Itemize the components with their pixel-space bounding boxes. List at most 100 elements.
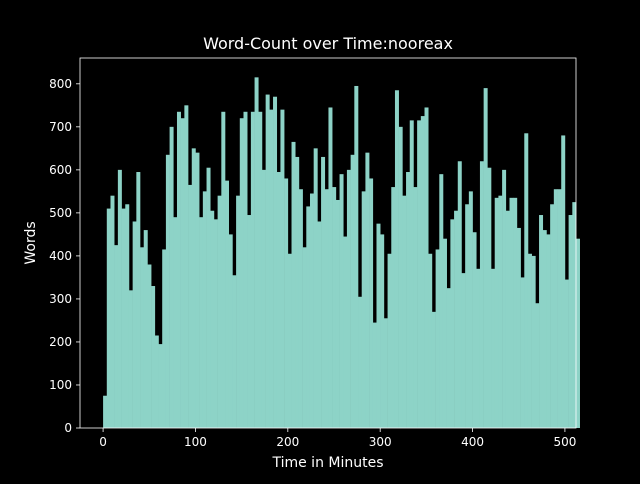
y-tick-label: 300 (49, 292, 72, 306)
bar (409, 120, 414, 428)
bar (365, 152, 370, 428)
bar (199, 217, 204, 428)
bar (213, 219, 218, 428)
y-axis-label: Words (23, 221, 39, 264)
bar (106, 208, 111, 428)
bar (568, 215, 573, 428)
bar (406, 172, 411, 428)
bar (454, 210, 459, 428)
bar (335, 199, 340, 428)
bar (531, 255, 536, 428)
bar (291, 141, 296, 428)
bar (572, 202, 577, 428)
bar (435, 249, 440, 428)
bar (298, 189, 303, 428)
bar (394, 90, 399, 429)
bar (173, 217, 178, 428)
bar (509, 197, 514, 428)
bar (487, 167, 492, 428)
plot-frame (79, 57, 577, 429)
bar (228, 234, 233, 428)
bar (376, 223, 381, 428)
bar (513, 197, 518, 428)
bar (332, 187, 337, 428)
bar (121, 208, 126, 428)
bar (140, 247, 145, 428)
x-axis-ticks: 0 100 200 300 400 500 (99, 428, 576, 449)
bar (217, 195, 222, 428)
bar (243, 111, 248, 428)
bar (461, 273, 466, 428)
bar (247, 215, 252, 428)
bar (136, 172, 141, 428)
bar (184, 105, 189, 428)
bar (498, 195, 503, 428)
bar (309, 193, 314, 428)
bar (346, 169, 351, 429)
bar (576, 238, 580, 428)
y-tick-label: 200 (49, 335, 72, 349)
bar (295, 156, 300, 428)
bar (188, 184, 193, 428)
x-tick-label: 400 (461, 435, 484, 449)
bar (550, 204, 555, 428)
bar (398, 126, 403, 428)
bar (524, 133, 529, 429)
bar (420, 116, 425, 428)
bar (287, 253, 292, 428)
bar (361, 191, 366, 428)
chart-title: Word-Count over Time:nooreax (203, 34, 453, 53)
bar (417, 120, 422, 428)
x-tick-label: 200 (276, 435, 299, 449)
bar (132, 221, 137, 428)
bar (431, 311, 436, 428)
bar (254, 77, 259, 429)
bar (553, 189, 558, 428)
bar (321, 156, 326, 428)
bar (151, 286, 156, 428)
bar (313, 148, 318, 428)
bar (476, 268, 481, 428)
bar (302, 247, 307, 428)
bar (202, 191, 207, 428)
bar (176, 111, 181, 428)
bar (250, 111, 255, 428)
bar (165, 154, 170, 429)
bar (350, 154, 355, 429)
bar (265, 94, 270, 428)
bar (446, 288, 451, 428)
y-axis-ticks: 0 100 200 300 400 500 600 700 800 (49, 77, 80, 435)
bars-group (103, 77, 580, 429)
bar (380, 234, 385, 428)
bar (402, 195, 407, 428)
bar (472, 232, 477, 428)
bar (273, 96, 278, 428)
bar (542, 230, 547, 428)
bar (413, 187, 418, 428)
bar (269, 109, 274, 428)
bar (103, 395, 108, 428)
bar (210, 210, 215, 428)
bar (232, 275, 237, 428)
bar (516, 227, 521, 428)
bar (546, 234, 551, 428)
y-tick-label: 800 (49, 77, 72, 91)
x-axis-label: Time in Minutes (271, 455, 383, 471)
y-tick-label: 400 (49, 249, 72, 263)
bar (424, 107, 429, 428)
bar (539, 215, 544, 428)
bar (450, 219, 455, 428)
bar (479, 161, 484, 428)
bar (306, 206, 311, 428)
x-tick-label: 300 (369, 435, 392, 449)
bar (339, 174, 344, 428)
bar (354, 85, 359, 428)
bar (195, 152, 200, 428)
bar (206, 167, 211, 428)
bar (221, 111, 226, 428)
bar (391, 187, 396, 428)
bar (324, 189, 329, 428)
bar (225, 180, 229, 428)
bar (276, 172, 281, 428)
